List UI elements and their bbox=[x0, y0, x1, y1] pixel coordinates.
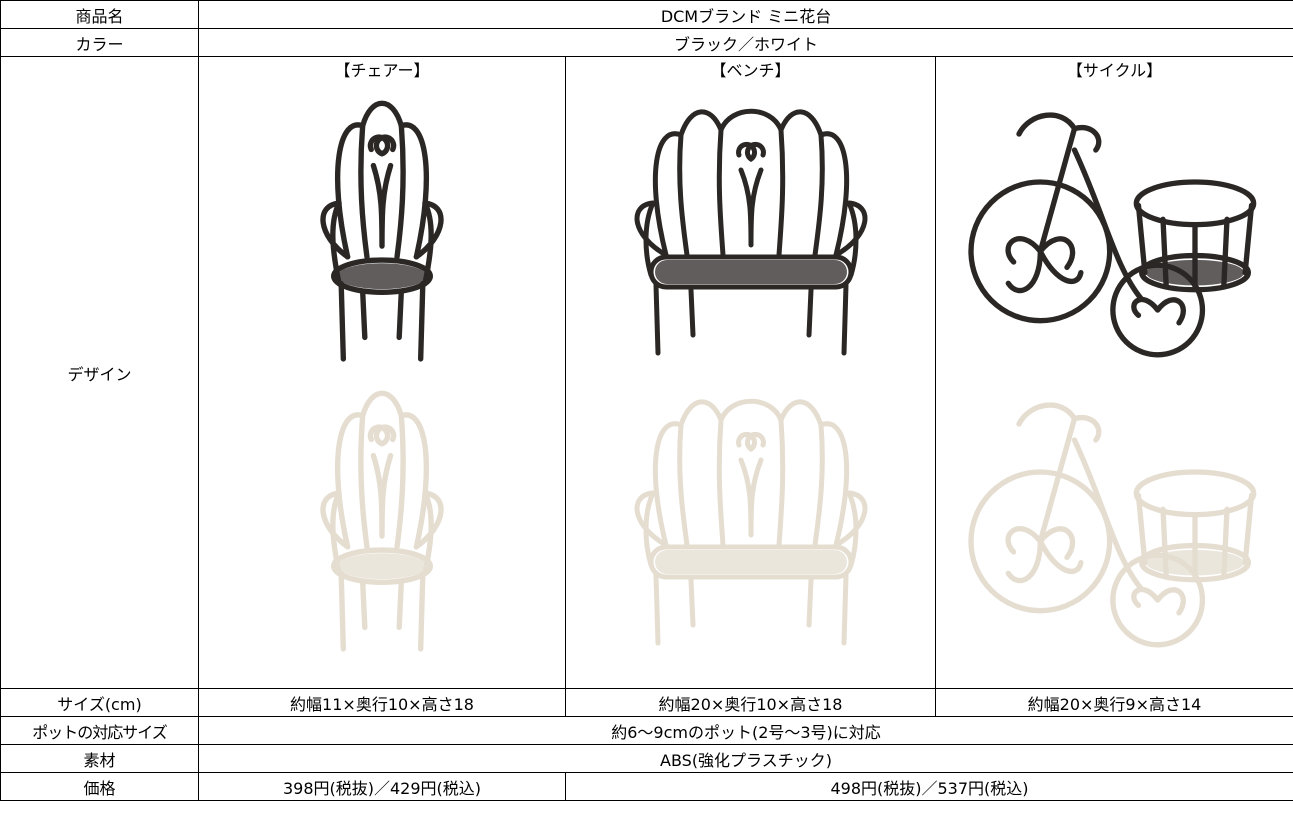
row: 価格 398円(税抜)／429円(税込) 498円(税抜)／537円(税込) bbox=[0, 772, 1293, 801]
design-title: 【サイクル】 bbox=[1066, 61, 1163, 80]
value: ABS(強化プラスチック) bbox=[197, 744, 1293, 773]
value: ブラック／ホワイト bbox=[197, 28, 1293, 57]
design-title: 【ベンチ】 bbox=[710, 61, 791, 80]
design-cell: 【ベンチ】 bbox=[565, 56, 936, 689]
bench-white bbox=[611, 375, 891, 665]
design-cell: 【チェアー】 bbox=[198, 56, 566, 689]
row: デザイン 【チェアー】 【ベンチ】 【サイクル】 bbox=[0, 56, 1293, 689]
label: カラー bbox=[0, 28, 199, 57]
product-table: 商品名 DCMブランド ミニ花台 カラー ブラック／ホワイト デザイン 【チェア… bbox=[0, 0, 1293, 801]
value: 約6～9cmのポット(2号～3号)に対応 bbox=[197, 716, 1293, 745]
row: ポットの対応サイズ 約6～9cmのポット(2号～3号)に対応 bbox=[0, 716, 1293, 745]
label: デザイン bbox=[0, 56, 199, 689]
bench-black bbox=[611, 85, 891, 375]
row: サイズ(cm) 約幅11×奥行10×高さ18 約幅20×奥行10×高さ18 約幅… bbox=[0, 688, 1293, 717]
value: 498円(税抜)／537円(税込) bbox=[564, 772, 1293, 801]
chair-white bbox=[272, 375, 492, 665]
design-title: 【チェアー】 bbox=[334, 61, 430, 80]
design-cell: 【サイクル】 bbox=[934, 56, 1293, 689]
label: 商品名 bbox=[0, 0, 199, 29]
row: 素材 ABS(強化プラスチック) bbox=[0, 744, 1293, 773]
value: 約幅20×奥行9×高さ14 bbox=[934, 688, 1293, 717]
row: 商品名 DCMブランド ミニ花台 bbox=[0, 0, 1293, 29]
label: 価格 bbox=[0, 772, 199, 801]
cycle-white bbox=[955, 375, 1275, 665]
row: カラー ブラック／ホワイト bbox=[0, 28, 1293, 57]
value: 約幅20×奥行10×高さ18 bbox=[565, 688, 936, 717]
value: 398円(税抜)／429円(税込) bbox=[198, 772, 566, 801]
label: サイズ(cm) bbox=[0, 688, 199, 717]
value: DCMブランド ミニ花台 bbox=[197, 0, 1293, 29]
chair-black bbox=[272, 85, 492, 375]
value: 約幅11×奥行10×高さ18 bbox=[198, 688, 566, 717]
label: 素材 bbox=[0, 744, 199, 773]
label: ポットの対応サイズ bbox=[0, 716, 199, 745]
cycle-black bbox=[955, 85, 1275, 375]
